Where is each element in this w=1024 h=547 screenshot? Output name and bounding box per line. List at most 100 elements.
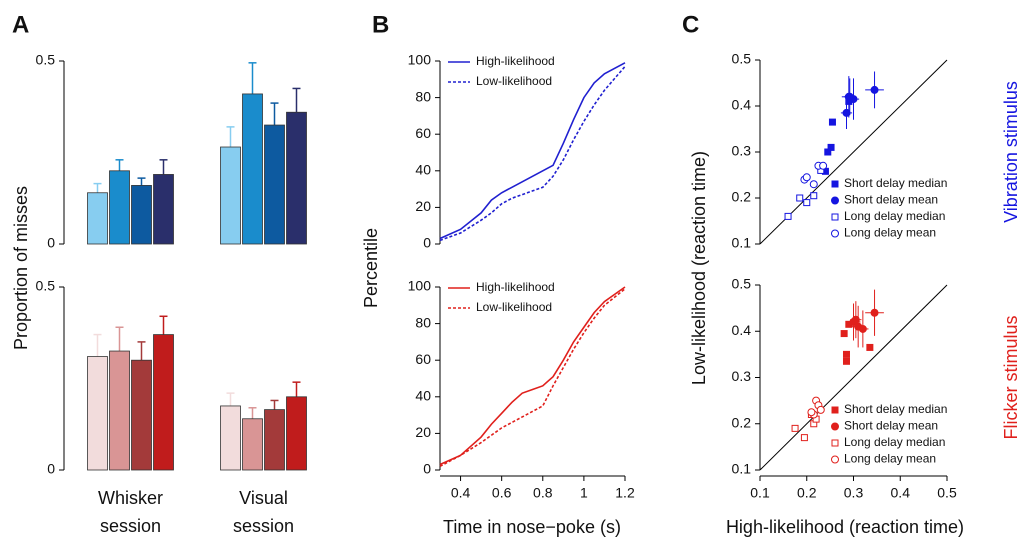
x-tick-label: 0.4: [891, 485, 911, 501]
legend-label: Long delay mean: [844, 452, 936, 466]
y-tick-label: 0.2: [732, 189, 752, 205]
point: [842, 350, 850, 358]
point: [870, 85, 879, 94]
line: [439, 286, 626, 466]
bar: [109, 350, 130, 471]
x-axis-label: High-likelihood (reaction time): [726, 517, 964, 537]
x-axis-label: Time in nose−poke (s): [443, 517, 621, 537]
bar: [220, 405, 241, 471]
y-tick-label: 0.5: [36, 52, 56, 68]
bar: [242, 418, 263, 471]
point: [840, 330, 848, 338]
legend-label: Low-likelihood: [476, 74, 552, 88]
legend-marker: [831, 455, 839, 464]
y-tick-label: 0.1: [732, 235, 752, 251]
x-tick-label: 0.8: [533, 485, 553, 501]
point: [807, 408, 816, 417]
x-tick-label: 0.2: [797, 485, 817, 501]
legend-marker: [831, 196, 839, 205]
legend-label: Long delay mean: [844, 226, 936, 240]
point: [866, 343, 874, 351]
y-tick-label: 0.1: [732, 461, 752, 477]
legend-marker: [831, 213, 839, 221]
x-tick-label: 0.6: [492, 485, 512, 501]
bar: [242, 93, 263, 245]
bar: [87, 356, 108, 471]
panel-label: A: [12, 11, 29, 38]
point: [803, 199, 811, 207]
y-tick-label: 80: [415, 88, 431, 104]
x-tick-label: 0.3: [844, 485, 864, 501]
bar: [220, 146, 241, 245]
legend-marker: [831, 422, 839, 431]
legend-marker: [831, 406, 839, 414]
legend-label: Short delay median: [844, 176, 947, 190]
point: [810, 192, 818, 200]
legend-label: Long delay median: [844, 435, 945, 449]
x-tick-label: Visual session: [232, 488, 295, 536]
bar: [87, 192, 108, 245]
point: [842, 108, 851, 117]
y-tick-label: 20: [415, 424, 431, 440]
y-tick-label: 100: [408, 52, 432, 68]
point: [828, 118, 836, 126]
y-axis-label: Percentile: [361, 228, 381, 308]
bar: [109, 170, 130, 245]
y-tick-label: 0: [423, 235, 431, 251]
legend-label: Short delay median: [844, 402, 947, 416]
y-axis-label: Low-likelihood (reaction time): [689, 151, 709, 385]
bar: [286, 111, 307, 245]
y-tick-label: 100: [408, 278, 432, 294]
y-tick-label: 0: [47, 235, 55, 251]
y-axis-label: Proportion of misses: [11, 186, 31, 350]
line: [439, 62, 626, 240]
side-label: Vibration stimulus: [1001, 81, 1021, 223]
point: [802, 173, 811, 182]
y-tick-label: 20: [415, 198, 431, 214]
legend-marker: [831, 229, 839, 238]
legend-label: High-likelihood: [476, 54, 555, 68]
y-tick-label: 60: [415, 125, 431, 141]
point: [800, 434, 808, 442]
panel-label: B: [372, 11, 389, 38]
bar: [153, 174, 174, 245]
legend-label: Long delay median: [844, 209, 945, 223]
line: [439, 65, 626, 242]
legend-label: Short delay mean: [844, 193, 938, 207]
bar: [264, 124, 285, 245]
point: [827, 143, 835, 151]
x-tick-label: 1: [580, 485, 588, 501]
y-tick-label: 0.4: [732, 322, 752, 338]
panel-label: C: [682, 11, 699, 38]
legend-marker: [831, 180, 839, 188]
bar: [153, 334, 174, 471]
legend-label: High-likelihood: [476, 280, 555, 294]
x-tick-label: 0.4: [451, 485, 471, 501]
line: [439, 288, 626, 468]
legend-label: Short delay mean: [844, 419, 938, 433]
y-tick-label: 60: [415, 351, 431, 367]
bar: [131, 359, 152, 471]
legend-marker: [831, 439, 839, 447]
y-tick-label: 0.2: [732, 414, 752, 430]
point: [816, 405, 825, 414]
point: [858, 324, 867, 333]
point: [842, 357, 850, 365]
identity-line: [759, 284, 948, 471]
y-tick-label: 0.3: [732, 143, 752, 159]
bar: [264, 409, 285, 471]
point: [870, 308, 879, 317]
point: [796, 194, 804, 202]
point: [809, 180, 818, 189]
x-tick-label: 1.2: [615, 485, 635, 501]
side-label: Flicker stimulus: [1001, 315, 1021, 439]
point: [819, 161, 828, 170]
y-tick-label: 40: [415, 162, 431, 178]
point: [791, 424, 799, 432]
y-tick-label: 0: [423, 461, 431, 477]
y-tick-label: 0.4: [732, 97, 752, 113]
point: [845, 92, 854, 101]
y-tick-label: 0.5: [36, 278, 56, 294]
